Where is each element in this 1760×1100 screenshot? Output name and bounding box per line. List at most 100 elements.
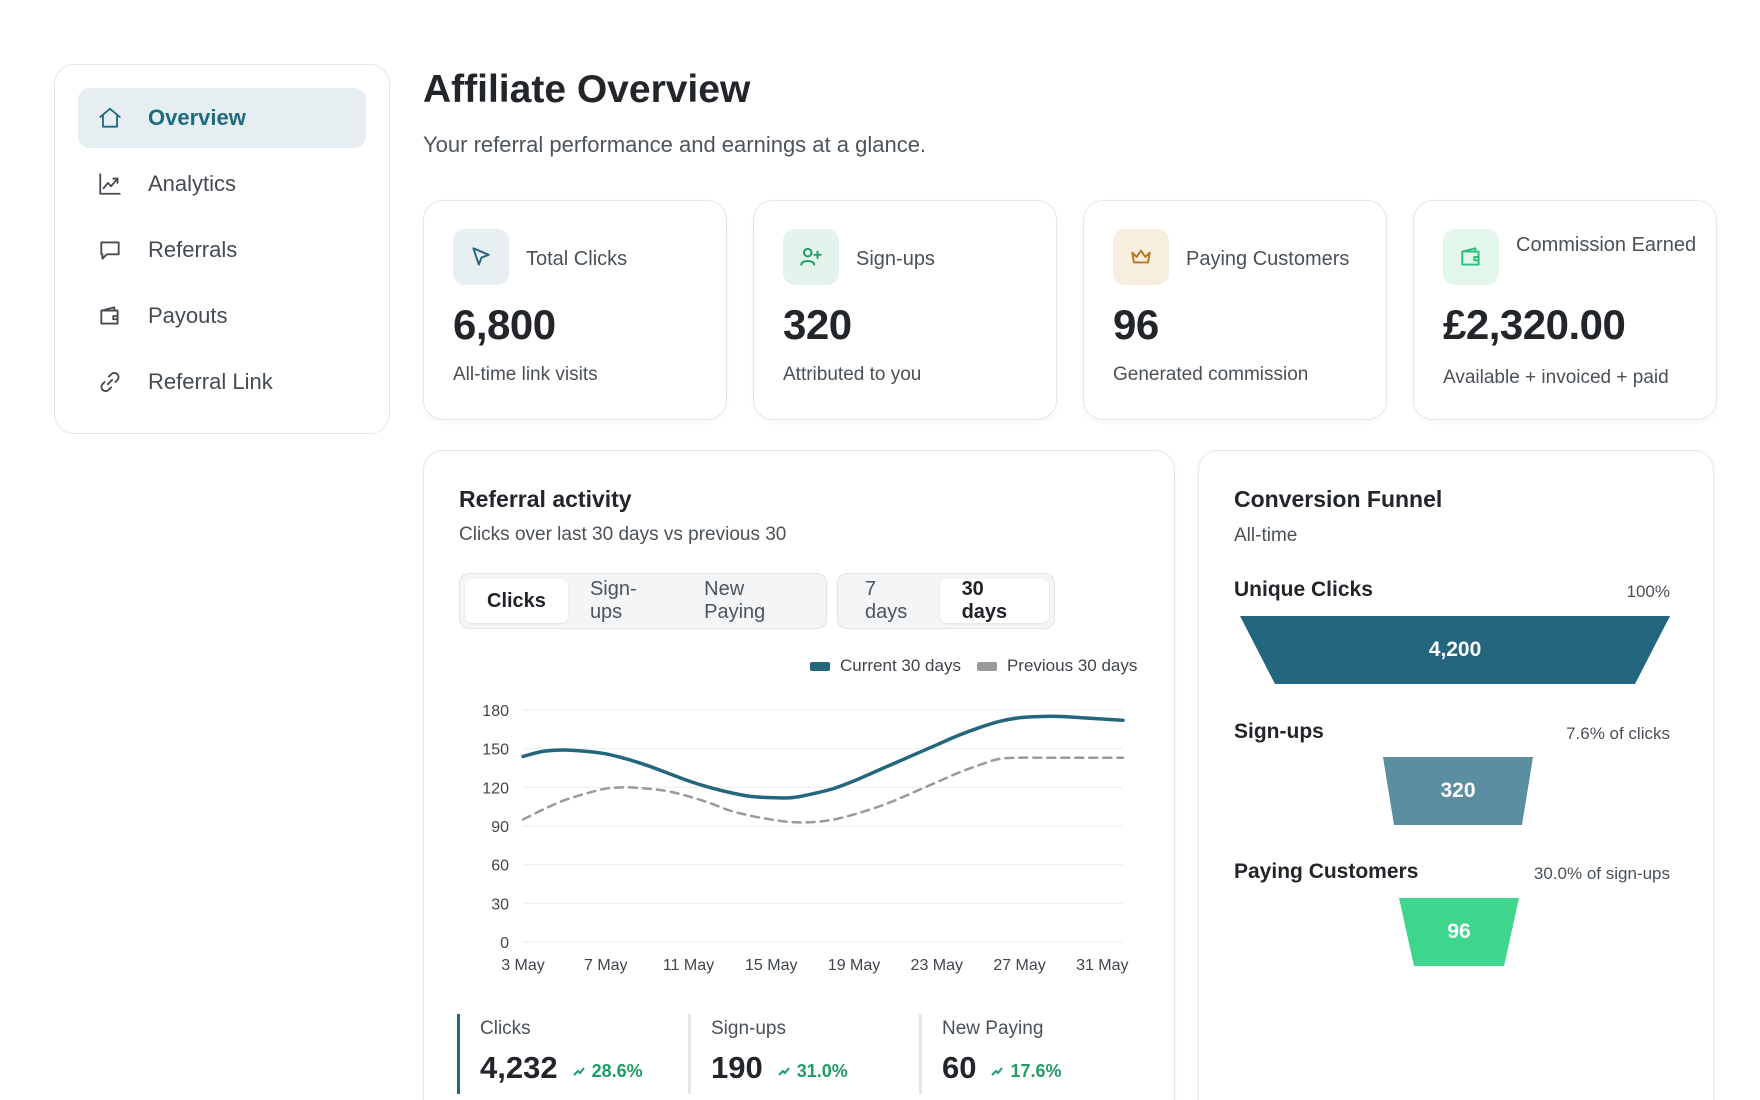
home-icon <box>96 104 124 132</box>
legend-label-previous: Previous 30 days <box>1006 656 1138 675</box>
stat-label: Sign-ups <box>856 248 935 270</box>
summary-delta-value: 17.6% <box>1010 1060 1062 1081</box>
stat-card-paying-customers: Paying Customers 96 Generated commission <box>1083 200 1387 420</box>
sidebar-item-referrals[interactable]: Referrals <box>78 220 366 280</box>
funnel-title: Conversion Funnel <box>1234 486 1443 512</box>
metric-tabs: Clicks Sign-ups New Paying <box>459 573 827 629</box>
funnel-stage-value: 320 <box>1440 779 1476 802</box>
summary-delta: 31.0% <box>777 1061 848 1082</box>
stat-value: £2,320.00 <box>1443 301 1626 348</box>
stat-description: All-time link visits <box>453 364 598 385</box>
stat-value: 96 <box>1113 301 1159 348</box>
funnel-stage-percent: 7.6% of clicks <box>1566 724 1670 743</box>
chart-legend: Current 30 days Previous 30 days <box>810 656 1137 676</box>
funnel-stage-label: Unique Clicks <box>1234 578 1373 601</box>
trend-up-icon <box>991 1067 1004 1076</box>
activity-title: Referral activity <box>459 486 632 512</box>
sidebar-item-label: Referral Link <box>148 369 273 394</box>
summary-delta: 28.6% <box>572 1061 643 1082</box>
y-tick-label: 0 <box>500 935 509 952</box>
sidebar-item-overview[interactable]: Overview <box>78 88 366 148</box>
sidebar-item-payouts[interactable]: Payouts <box>78 286 366 346</box>
stat-value: 6,800 <box>453 301 556 348</box>
summary-sign-ups: Sign-ups 190 31.0% <box>688 1014 888 1094</box>
x-tick-label: 7 May <box>584 957 628 974</box>
stat-value: 320 <box>783 301 852 348</box>
x-tick-label: 15 May <box>745 957 797 974</box>
y-tick-label: 120 <box>482 780 509 797</box>
sidebar-item-label: Overview <box>148 105 246 130</box>
link-icon <box>96 368 124 396</box>
funnel-stage-value: 4,200 <box>1428 638 1482 661</box>
summary-label: New Paying <box>942 1018 1044 1039</box>
funnel-stage-percent: 30.0% of sign-ups <box>1533 864 1670 883</box>
sidebar-item-referral-link[interactable]: Referral Link <box>78 352 366 412</box>
y-tick-label: 150 <box>482 742 509 759</box>
stat-card-sign-ups: Sign-ups 320 Attributed to you <box>753 200 1057 420</box>
stat-card-commission-earned: Commission Earned £2,320.00 Available + … <box>1413 200 1717 420</box>
summary-value: 4,232 <box>480 1050 558 1085</box>
tab-sign-ups[interactable]: Sign-ups <box>589 578 637 623</box>
legend-swatch-previous <box>976 661 997 671</box>
x-tick-label: 11 May <box>663 957 714 974</box>
sidebar-item-label: Referrals <box>148 237 238 262</box>
summary-delta-value: 28.6% <box>591 1060 643 1081</box>
x-tick-label: 31 May <box>1076 957 1128 974</box>
wallet-icon <box>1443 229 1499 285</box>
referral-activity-panel <box>423 450 1175 1100</box>
x-tick-label: 19 May <box>828 957 880 974</box>
funnel-stage-percent: 100% <box>1626 582 1670 601</box>
chart-line-icon <box>96 170 124 198</box>
funnel-subtitle: All-time <box>1234 525 1298 546</box>
summary-new-paying: New Paying 60 17.6% <box>919 1014 1119 1094</box>
x-tick-label: 23 May <box>911 957 963 974</box>
legend-label-current: Current 30 days <box>840 656 961 675</box>
y-tick-label: 60 <box>491 858 509 875</box>
tab-new-paying[interactable]: New Paying <box>704 578 766 623</box>
x-tick-label: 3 May <box>501 957 545 974</box>
summary-value: 190 <box>711 1050 763 1085</box>
user-plus-icon <box>783 229 839 285</box>
y-tick-label: 90 <box>491 819 509 836</box>
wallet-icon <box>96 302 124 330</box>
y-tick-label: 180 <box>482 703 509 720</box>
trend-up-icon <box>572 1067 585 1076</box>
page-subtitle: Your referral performance and earnings a… <box>423 132 927 157</box>
summary-delta-value: 31.0% <box>796 1060 848 1081</box>
funnel-stage-label: Sign-ups <box>1234 720 1324 743</box>
sidebar-item-label: Analytics <box>148 171 237 196</box>
crown-icon <box>1113 229 1169 285</box>
trend-up-icon <box>778 1067 790 1076</box>
funnel-bar-unique-clicks <box>1240 616 1670 684</box>
funnel-stage-label: Paying Customers <box>1234 860 1419 883</box>
funnel-bar-sign-ups <box>1383 757 1533 825</box>
cursor-icon <box>453 229 509 285</box>
stat-label: Total Clicks <box>526 248 628 270</box>
funnel-stage-value: 96 <box>1447 920 1471 943</box>
message-icon <box>96 236 124 264</box>
summary-delta: 17.6% <box>990 1060 1062 1082</box>
range-tabs: 7 days 30 days <box>837 573 1055 629</box>
summary-label: Sign-ups <box>711 1018 786 1039</box>
page-title: Affiliate Overview <box>423 68 751 111</box>
tab-clicks[interactable]: Clicks <box>465 579 568 623</box>
sidebar: Overview Analytics Referrals Payouts Ref… <box>54 64 390 434</box>
stat-description: Generated commission <box>1113 364 1309 385</box>
series-line-previous <box>521 756 1125 824</box>
sidebar-item-label: Payouts <box>148 303 228 328</box>
summary-label: Clicks <box>480 1018 531 1039</box>
legend-swatch-current <box>810 661 830 671</box>
stat-description: Attributed to you <box>783 364 922 385</box>
referral-line-chart: 0 30 60 90 120 150 180 3 May 7 May 11 May 15 May 19… <box>482 703 1128 974</box>
tab-7-days[interactable]: 7 days <box>865 578 908 623</box>
funnel-bar-paying-customers <box>1399 898 1519 966</box>
y-tick-label: 30 <box>491 896 509 913</box>
tab-30-days[interactable]: 30 days <box>939 578 1049 623</box>
summary-value: 60 <box>942 1050 977 1085</box>
stat-label: Commission Earned <box>1516 234 1697 256</box>
stat-label: Paying Customers <box>1186 248 1350 270</box>
x-tick-label: 27 May <box>993 957 1045 974</box>
summary-clicks: Clicks 4,232 28.6% <box>457 1014 657 1094</box>
sidebar-item-analytics[interactable]: Analytics <box>78 154 366 214</box>
activity-subtitle: Clicks over last 30 days vs previous 30 <box>459 524 787 545</box>
